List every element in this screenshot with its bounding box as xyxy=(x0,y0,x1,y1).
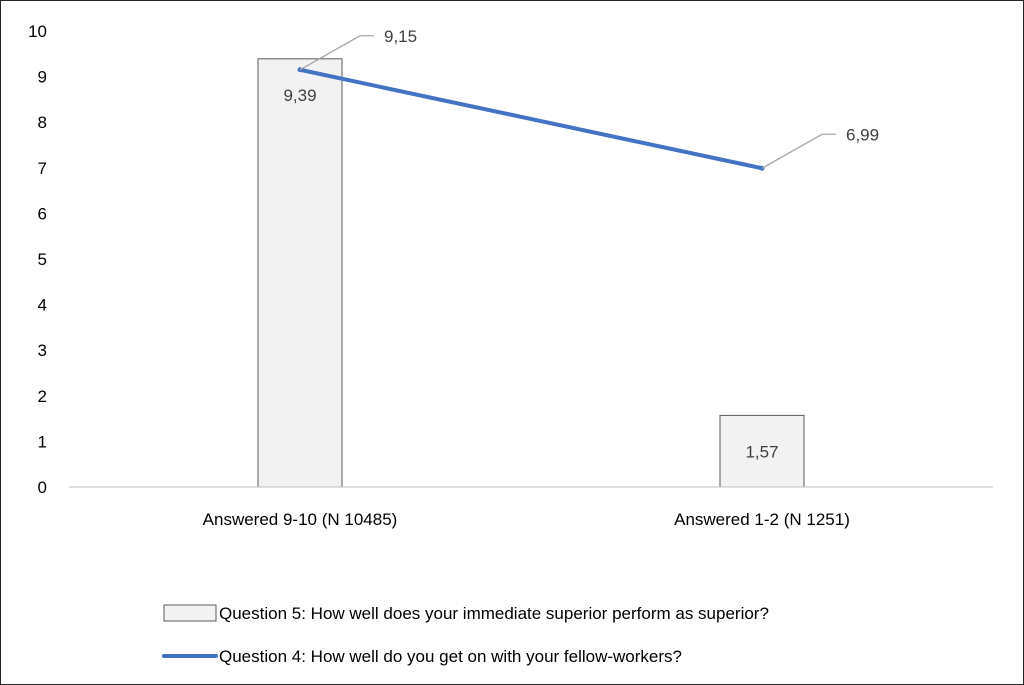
legend-label-question-4: Question 4: How well do you get on with … xyxy=(219,647,682,666)
bars-layer xyxy=(257,58,805,488)
data-labels-layer: 9,39 1,57 9,15 6,99 xyxy=(283,27,879,462)
y-tick-label: 5 xyxy=(38,250,47,269)
line-series-layer xyxy=(297,67,765,171)
bar xyxy=(719,414,805,488)
y-tick-label: 2 xyxy=(38,387,47,406)
y-tick-label: 10 xyxy=(28,22,47,41)
y-tick-label: 9 xyxy=(38,68,47,87)
line-series-path xyxy=(298,67,764,171)
y-tick-label: 0 xyxy=(38,478,47,497)
y-tick-label: 7 xyxy=(38,159,47,178)
legend-swatch-bar xyxy=(163,604,217,622)
bar-data-label: 1,57 xyxy=(745,442,778,461)
leader-line xyxy=(761,133,836,169)
bar xyxy=(257,58,343,488)
line-data-label: 6,99 xyxy=(846,125,879,144)
y-axis-ticks: 0 1 2 3 4 5 6 7 8 9 10 xyxy=(28,22,47,497)
y-tick-label: 8 xyxy=(38,113,47,132)
category-label: Answered 9-10 (N 10485) xyxy=(203,510,398,529)
legend: Question 5: How well does your immediate… xyxy=(162,604,769,666)
y-tick-label: 1 xyxy=(38,432,47,451)
x-axis-categories: Answered 9-10 (N 10485) Answered 1-2 (N … xyxy=(203,510,850,529)
leader-line xyxy=(299,35,374,71)
line-data-label: 9,15 xyxy=(384,27,417,46)
y-tick-label: 6 xyxy=(38,204,47,223)
legend-label-question-5: Question 5: How well does your immediate… xyxy=(219,604,769,623)
y-tick-label: 3 xyxy=(38,341,47,360)
category-label: Answered 1-2 (N 1251) xyxy=(674,510,850,529)
bar-data-label: 9,39 xyxy=(283,86,316,105)
y-tick-label: 4 xyxy=(38,296,47,315)
